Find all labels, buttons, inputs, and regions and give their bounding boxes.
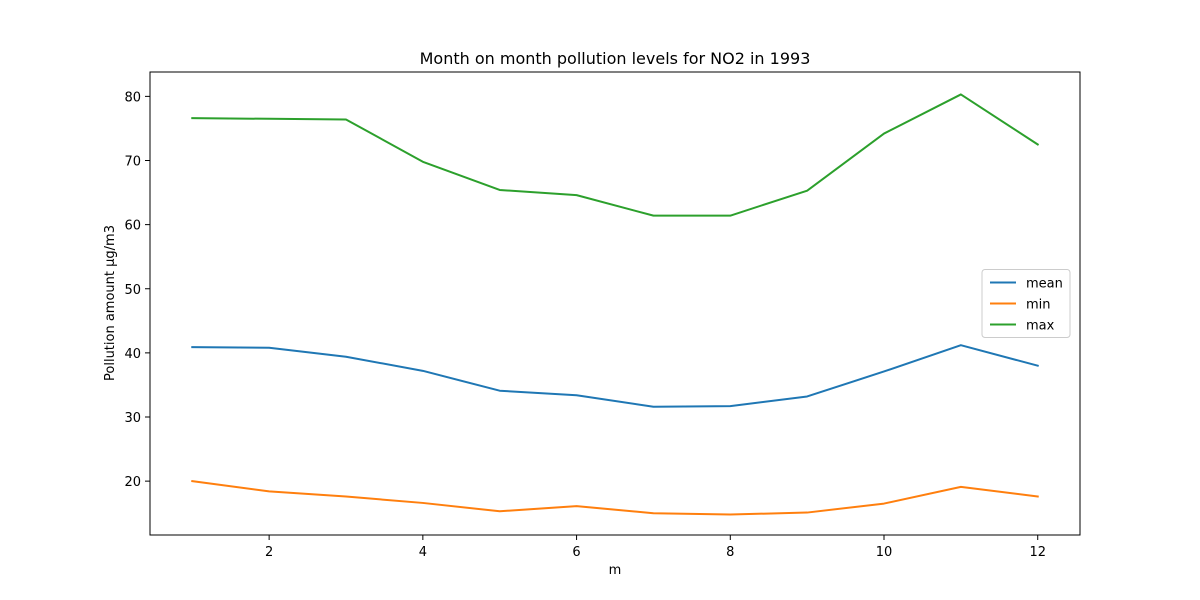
legend: mean min max — [981, 269, 1071, 338]
legend-label-mean: mean — [1026, 277, 1063, 292]
x-axis-label: m — [609, 563, 622, 578]
x-tick-label: 4 — [419, 545, 427, 560]
y-tick-label: 70 — [124, 154, 141, 169]
y-tick-label: 40 — [124, 347, 141, 362]
x-tick-label: 8 — [726, 545, 734, 560]
plot-frame — [149, 71, 1081, 536]
series-line-min — [191, 480, 1039, 516]
plot-area — [191, 93, 1040, 516]
y-tick-label: 60 — [124, 219, 141, 234]
x-tick-label: 10 — [876, 545, 893, 560]
legend-label-max: max — [1026, 319, 1055, 334]
legend-label-min: min — [1026, 298, 1051, 313]
x-tick-label: 12 — [1029, 545, 1046, 560]
x-tick-label: 6 — [572, 545, 580, 560]
y-tick-label: 30 — [124, 411, 141, 426]
legend-box — [981, 269, 1071, 338]
y-tick-label: 50 — [124, 283, 141, 298]
x-tick-label: 2 — [265, 545, 273, 560]
axes: 2 4 6 8 10 12 20 30 40 50 60 70 80 — [124, 71, 1081, 560]
series-line-mean — [191, 344, 1039, 408]
y-axis-label: Pollution amount µg/m3 — [103, 225, 118, 381]
chart-title: Month on month pollution levels for NO2 … — [420, 49, 811, 68]
series-line-max — [191, 93, 1040, 217]
y-tick-label: 80 — [124, 90, 141, 105]
y-tick-label: 20 — [124, 475, 141, 490]
